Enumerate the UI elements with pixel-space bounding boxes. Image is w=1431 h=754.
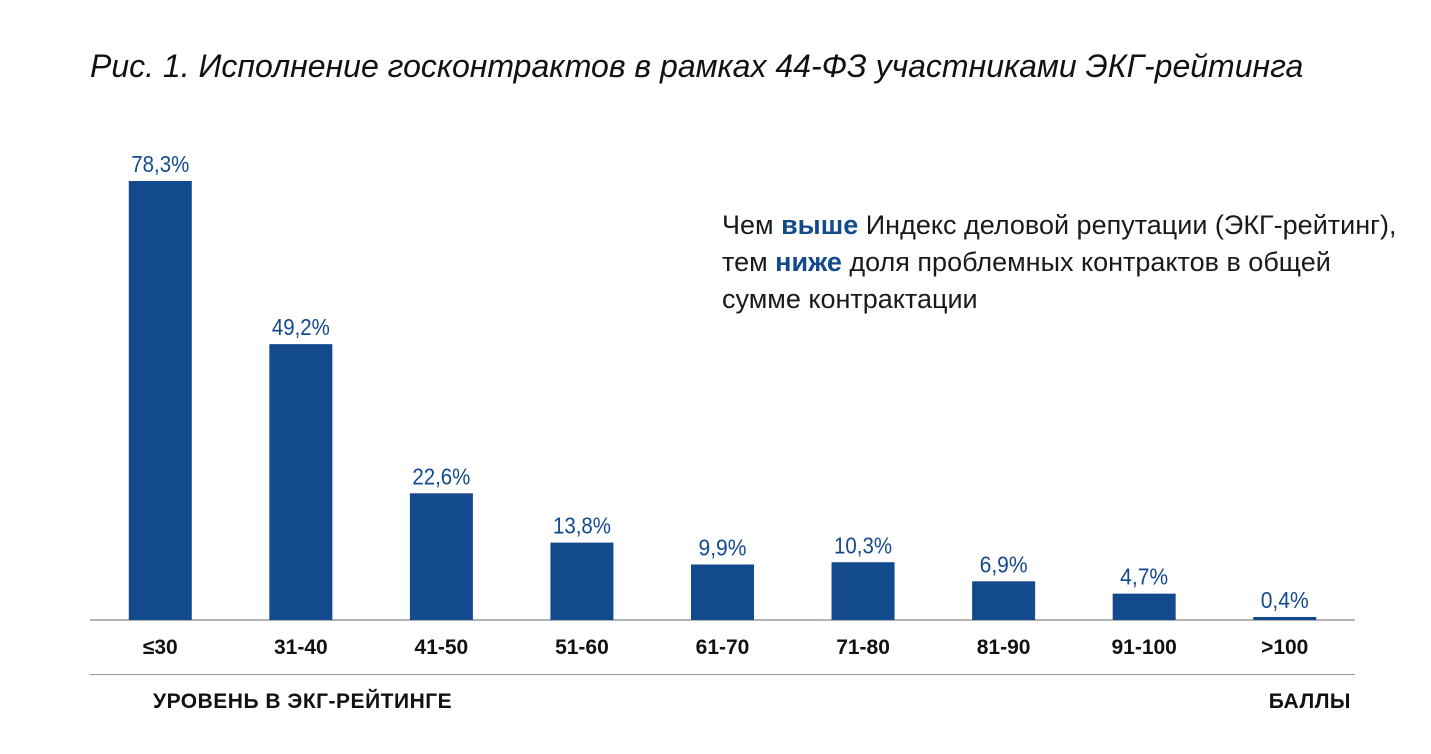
note-text-3: доля проблемных контрактов в общей сумме…	[722, 247, 1331, 314]
value-label-6: 10,3%	[834, 532, 892, 558]
x-axis-label: УРОВЕНЬ В ЭКГ-РЕЙТИНГЕ	[153, 690, 453, 713]
x-tick-label-9: >100	[1261, 636, 1308, 659]
x-tick-label-4: 51-60	[555, 636, 609, 659]
value-label-7: 6,9%	[980, 551, 1028, 577]
bar-7	[972, 581, 1036, 620]
bar-5	[691, 564, 754, 620]
bar-3	[409, 493, 473, 620]
bar-8	[1112, 593, 1176, 620]
x-tick-label-1: ≤30	[143, 636, 178, 659]
value-label-1: 78,3%	[131, 151, 189, 177]
bar-series: 78,3% ≤30 49,2% 31-40 22,6% 41-50 13,8% 51-60 9,…	[128, 151, 1317, 659]
footer-divider	[90, 674, 1355, 675]
value-label-8: 4,7%	[1120, 564, 1168, 590]
chart-annotation: Чем выше Индекс деловой репутации (ЭКГ-р…	[722, 207, 1402, 318]
bar-1	[128, 181, 192, 620]
bar-2	[269, 344, 333, 620]
chart-title: Рис. 1. Исполнение госконтрактов в рамка…	[90, 48, 1304, 84]
value-label-4: 13,8%	[553, 513, 611, 539]
bar-4	[550, 542, 614, 620]
x-tick-label-7: 81-90	[977, 636, 1031, 659]
value-label-5: 9,9%	[699, 534, 747, 560]
note-text-1: Чем	[722, 210, 782, 240]
x-tick-label-6: 71-80	[836, 636, 890, 659]
value-label-2: 49,2%	[272, 314, 330, 340]
unit-label: БАЛЛЫ	[1268, 690, 1351, 713]
x-tick-label-5: 61-70	[696, 636, 750, 659]
note-highlight-lower: ниже	[775, 247, 842, 277]
x-tick-label-8: 91-100	[1111, 636, 1176, 659]
x-tick-label-3: 41-50	[415, 636, 469, 659]
bar-9	[1253, 617, 1317, 620]
note-text-2: Индекс деловой репутации (ЭКГ-рейтинг), …	[722, 210, 1397, 277]
bar-6	[831, 562, 895, 620]
value-label-9: 0,4%	[1261, 587, 1309, 613]
x-tick-label-2: 31-40	[274, 636, 328, 659]
note-highlight-higher: выше	[781, 210, 859, 240]
value-label-3: 22,6%	[412, 463, 470, 489]
